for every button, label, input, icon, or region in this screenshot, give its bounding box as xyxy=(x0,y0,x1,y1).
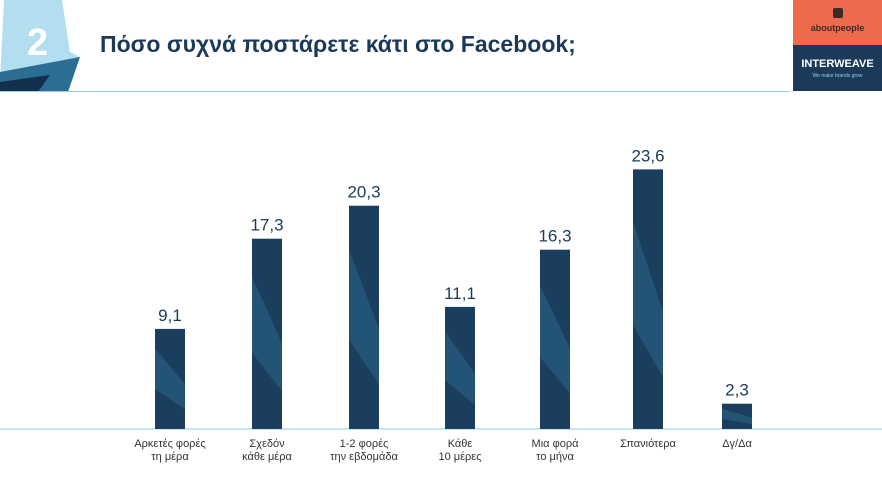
chart-title: Πόσο συχνά ποστάρετε κάτι στο Facebook; xyxy=(100,31,576,57)
bar-facet xyxy=(633,221,663,378)
category-label: Μια φορά το μήνα xyxy=(507,438,603,464)
category-label-line: 10 μέρες xyxy=(438,451,482,463)
category-label-line: το μήνα xyxy=(536,451,574,463)
interweave-tagline: We make brands grow xyxy=(812,73,863,79)
data-label: 11,1 xyxy=(444,284,476,303)
category-label-line: 1-2 φορές xyxy=(339,438,389,450)
bar-facet xyxy=(155,348,185,409)
category-label: Αρκετές φορές τη μέρα xyxy=(122,438,218,464)
data-label: 17,3 xyxy=(250,216,283,235)
category-label-line: Μια φορά xyxy=(531,438,579,450)
bar-facet xyxy=(349,250,379,385)
data-label: 20,3 xyxy=(347,183,380,202)
category-label-line: τη μέρα xyxy=(151,451,189,463)
bar-facet xyxy=(445,331,475,405)
slide-number-badge xyxy=(0,0,80,92)
data-label: 9,1 xyxy=(158,306,182,325)
bar-facet xyxy=(722,408,752,424)
category-label: Σπανιότερα xyxy=(600,438,696,451)
slide-number: 2 xyxy=(27,22,49,64)
category-label-line: κάθε μέρα xyxy=(242,451,292,463)
data-label: 23,6 xyxy=(631,146,664,165)
aboutpeople-logo: aboutpeople xyxy=(793,0,882,45)
category-label-line: Δγ/Δα xyxy=(722,438,752,450)
category-label-line: Σχεδόν xyxy=(249,438,285,450)
interweave-text: INTERWEAVE xyxy=(801,58,874,70)
aboutpeople-text: aboutpeople xyxy=(810,23,865,33)
category-label-line: Κάθε xyxy=(447,438,473,450)
category-label-line: την εβδομάδα xyxy=(330,451,398,463)
speech-bubble-icon xyxy=(832,8,843,18)
category-label: Σχεδόν κάθε μέρα xyxy=(219,438,315,464)
category-label-line: Αρκετές φορές xyxy=(134,438,206,450)
category-label: Δγ/Δα xyxy=(689,438,785,451)
data-label: 2,3 xyxy=(725,381,749,400)
interweave-logo: INTERWEAVE We make brands grow xyxy=(793,45,882,91)
bar-facet xyxy=(252,276,282,391)
category-label-line: Σπανιότερα xyxy=(620,438,676,450)
header-divider xyxy=(0,91,790,92)
data-label: 16,3 xyxy=(538,227,571,246)
bar-facet xyxy=(540,285,570,394)
category-label: Κάθε 10 μέρες xyxy=(412,438,508,464)
category-label: 1-2 φορές την εβδομάδα xyxy=(316,438,412,464)
